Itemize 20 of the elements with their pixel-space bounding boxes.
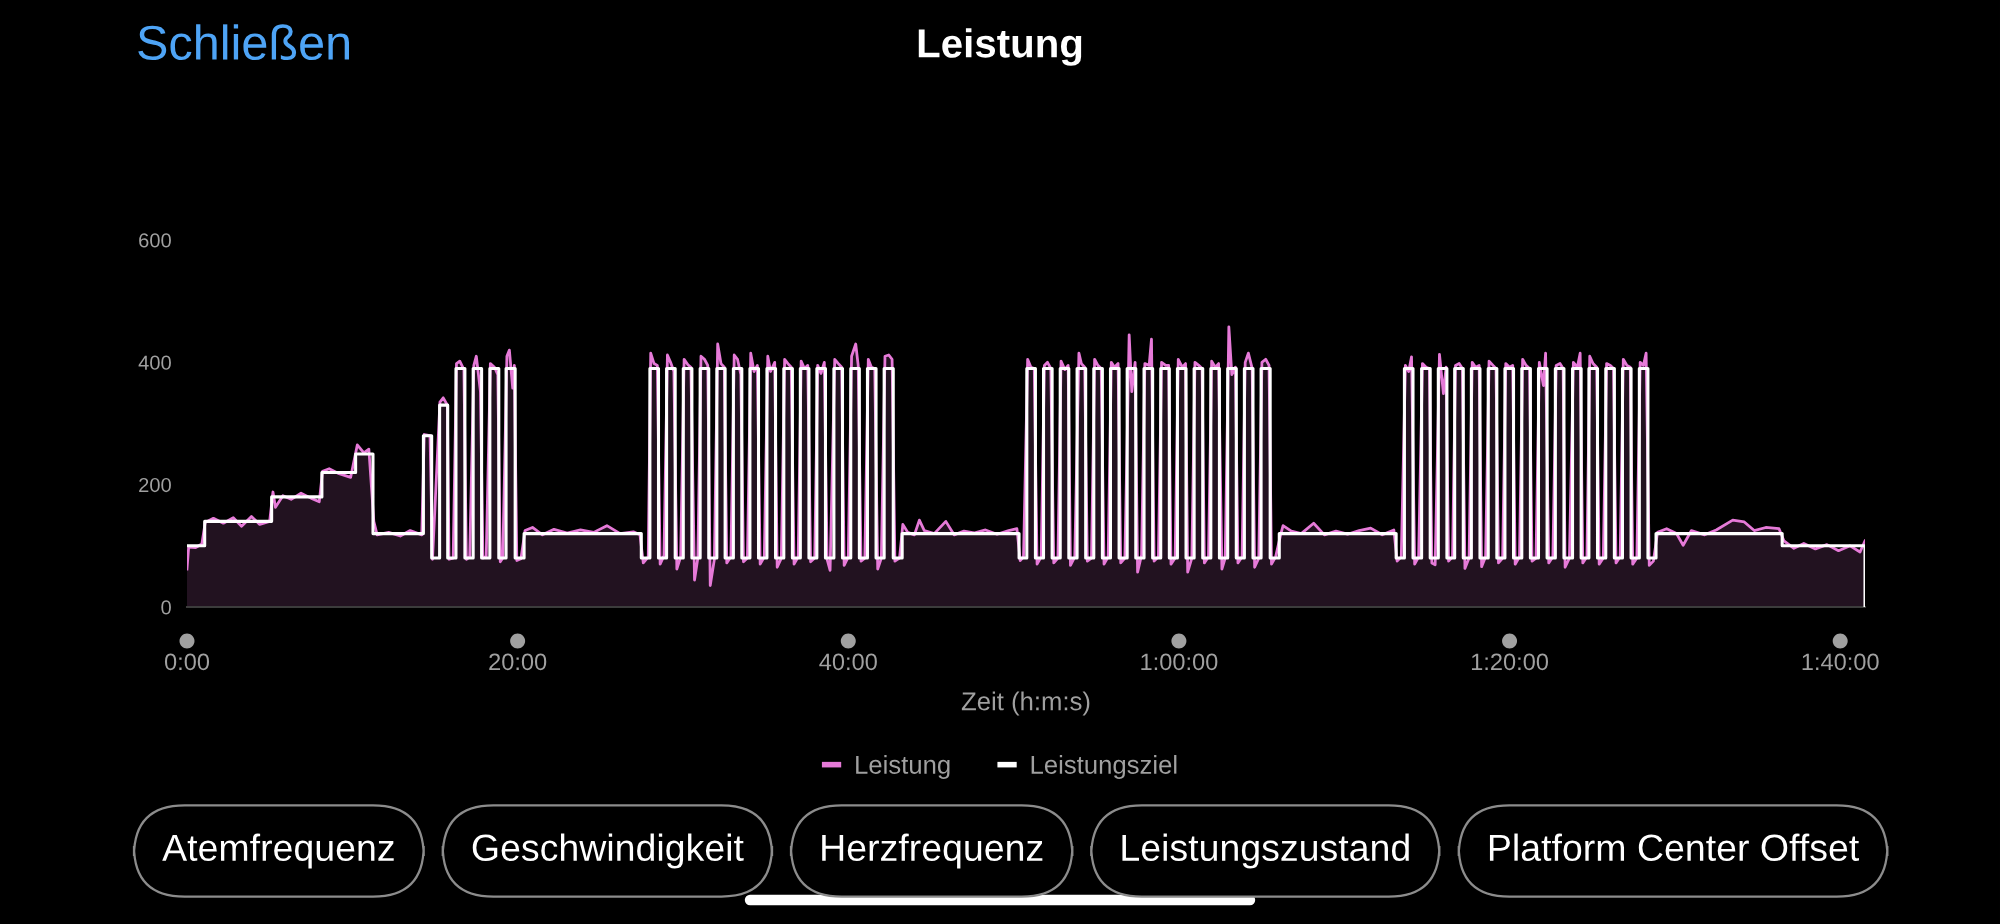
text: Platform Center Offset xyxy=(1489,833,1859,862)
text: Herzfrequenz xyxy=(822,833,1043,869)
text: Leistungszustand xyxy=(1122,833,1409,869)
text: Geschwindigkeit xyxy=(472,833,744,869)
legend-label: Leistungsziel xyxy=(1031,755,1177,779)
y-tick-label: 600 xyxy=(139,233,171,248)
chart-title: Leistung xyxy=(918,28,1082,66)
x-tick-label: 1:20:00 xyxy=(1471,653,1549,671)
text: Atemfrequenz xyxy=(162,833,394,869)
x-tick-label: 1:40:00 xyxy=(1802,653,1879,671)
text: Schließen xyxy=(138,24,350,61)
y-tick-label: 0 xyxy=(161,600,171,615)
x-axis-title: Zeit (h:m:s) xyxy=(961,691,1090,716)
x-tick-label: 40:00 xyxy=(819,653,877,671)
x-tick-label: 1:00:00 xyxy=(1141,653,1218,671)
y-tick-label: 400 xyxy=(138,355,171,370)
y-tick-label: 200 xyxy=(139,477,171,493)
x-tick-label: 0:00 xyxy=(164,653,210,671)
legend-label: Leistung xyxy=(856,755,950,779)
x-tick-label: 20:00 xyxy=(489,653,547,671)
